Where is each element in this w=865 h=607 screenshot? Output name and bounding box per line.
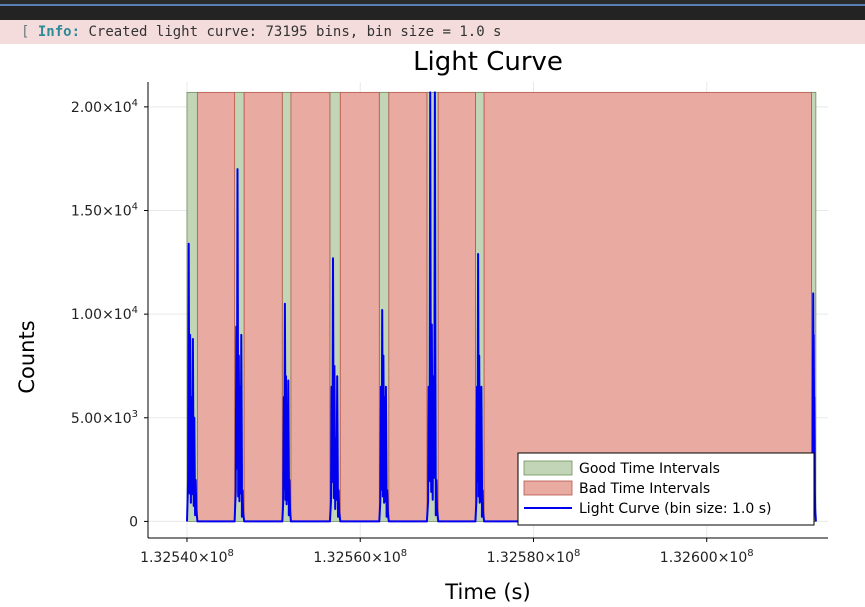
y-tick-label: 0 — [129, 514, 138, 530]
bad-time-interval-band — [339, 91, 380, 522]
legend-label: Bad Time Intervals — [579, 481, 710, 497]
light-curve — [186, 91, 817, 523]
y-tick-label: 1.00×104 — [71, 305, 138, 323]
info-message-bar: [ Info: Created light curve: 73195 bins,… — [0, 20, 865, 44]
axes — [144, 82, 828, 542]
plot-area: 0 5.00×103 1.00×104 1.50×104 2.00×104 1.32540… — [0, 44, 865, 607]
y-tick-label: 5.00×103 — [71, 409, 138, 427]
legend-label: Good Time Intervals — [579, 461, 720, 477]
window-top-border — [0, 0, 865, 6]
chart-title: Light Curve — [413, 47, 563, 77]
info-tag: Info: — [37, 24, 81, 40]
bad-time-interval-band — [388, 91, 428, 522]
tick-labels: 0 5.00×103 1.00×104 1.50×104 2.00×104 1.32540… — [71, 98, 754, 566]
bad-time-interval-band — [290, 91, 331, 522]
bad-time-interval-band — [437, 91, 476, 522]
bad-time-interval-band — [196, 91, 236, 522]
legend-swatch-bti — [523, 480, 573, 496]
interval-bands — [186, 91, 817, 522]
x-tick-label: 1.32560×108 — [313, 548, 407, 566]
x-tick-label: 1.32580×108 — [487, 548, 581, 566]
legend: Good Time Intervals Bad Time Intervals Lig… — [517, 452, 815, 526]
light-curve-line — [186, 91, 817, 523]
legend-swatch-gti — [523, 460, 573, 476]
light-curve-chart: 0 5.00×103 1.00×104 1.50×104 2.00×104 1.32540… — [15, 47, 828, 604]
info-message: Created light curve: 73195 bins, bin siz… — [88, 24, 502, 40]
x-axis-label: Time (s) — [444, 580, 530, 604]
bad-time-interval-band — [243, 91, 283, 522]
y-tick-label: 2.00×104 — [71, 98, 138, 116]
y-axis-label: Counts — [15, 320, 39, 393]
bad-time-interval-band — [483, 91, 812, 522]
y-tick-label: 1.50×104 — [71, 202, 138, 220]
legend-label: Light Curve (bin size: 1.0 s) — [579, 501, 772, 517]
x-tick-label: 1.32600×108 — [660, 548, 754, 566]
info-bracket: [ — [21, 24, 30, 40]
x-tick-label: 1.32540×108 — [140, 548, 234, 566]
